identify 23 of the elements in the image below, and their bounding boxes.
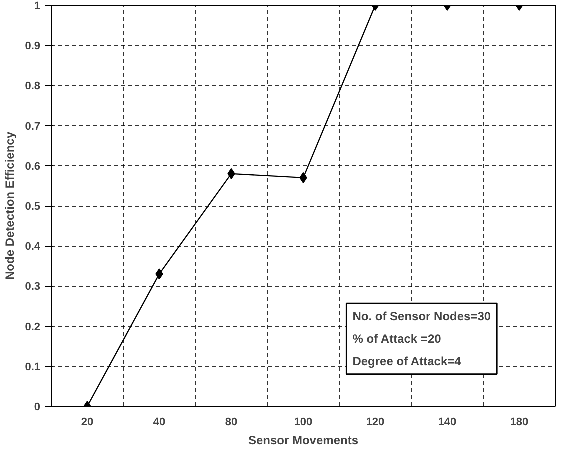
x-axis-title: Sensor Movements: [248, 434, 359, 448]
x-tick-label: 40: [153, 416, 166, 428]
annotation: % of Attack =20: [352, 332, 442, 346]
x-tick-label: 120: [366, 416, 385, 428]
annotation: No. of Sensor Nodes=30: [352, 310, 492, 324]
y-tick-label: 0.6: [25, 160, 41, 173]
x-tick-label: 100: [294, 416, 313, 428]
y-tick-label: 0.9: [25, 40, 41, 53]
y-tick-label: 1: [34, 0, 41, 12]
x-tick-label: 20: [81, 416, 94, 428]
y-tick-label: 0.2: [25, 321, 41, 334]
y-axis-title: Node Detection Efficiency: [3, 132, 18, 280]
annotation: Degree of Attack=4: [352, 354, 462, 368]
y-tick-label: 0.7: [25, 120, 41, 133]
x-tick-label: 180: [510, 416, 529, 428]
y-tick-label: 0.8: [25, 80, 41, 93]
y-tick-label: 0.5: [25, 201, 41, 213]
y-tick-label: 0.4: [25, 241, 42, 254]
x-tick-label: 80: [225, 416, 238, 428]
x-tick-label: 140: [438, 416, 457, 428]
y-tick-label: 0.3: [25, 281, 41, 294]
y-tick-label: 0: [34, 402, 41, 414]
y-tick-label: 0.1: [25, 361, 41, 374]
